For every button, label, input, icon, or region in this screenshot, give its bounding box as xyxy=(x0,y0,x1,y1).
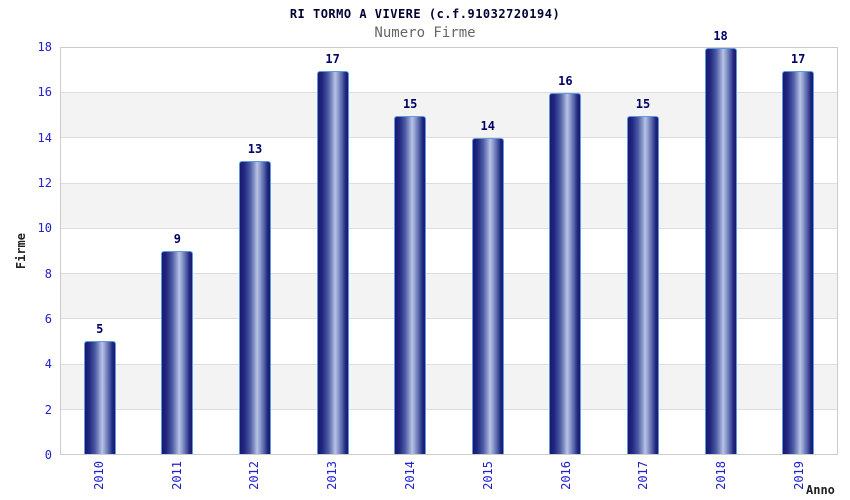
bar-slot: 14 xyxy=(449,48,527,454)
bar-value-label: 15 xyxy=(635,96,651,111)
x-label-slot: 2013 xyxy=(293,461,371,499)
bar-2016 xyxy=(549,93,582,454)
chart-title: RI TORMO A VIVERE (c.f.91032720194) xyxy=(289,7,561,21)
bar-2019 xyxy=(782,70,815,454)
x-label-slot: 2011 xyxy=(138,461,216,499)
bar-2017 xyxy=(626,115,659,454)
y-tick-label: 8 xyxy=(44,266,52,281)
y-tick-label: 18 xyxy=(37,40,52,54)
x-tick-label: 2013 xyxy=(325,461,340,490)
y-axis-ticks: 0 2 4 6 8 10 12 14 16 18 xyxy=(0,41,52,461)
bar-slot: 15 xyxy=(604,48,682,454)
bar-slot: 5 xyxy=(61,48,139,454)
bar-value-label: 17 xyxy=(325,51,340,66)
x-label-slot: 2018 xyxy=(682,461,760,499)
x-axis-title: Anno xyxy=(806,483,835,497)
bar-slot: 9 xyxy=(139,48,217,454)
y-tick-label: 4 xyxy=(44,357,52,372)
x-tick-label: 2016 xyxy=(558,461,573,490)
x-tick-label: 2012 xyxy=(247,461,262,490)
y-tick-label: 12 xyxy=(37,175,52,190)
y-tick-label: 14 xyxy=(37,130,52,145)
y-tick-label: 10 xyxy=(37,221,52,236)
bar-2014 xyxy=(394,115,427,454)
y-tick-label: 2 xyxy=(44,402,52,417)
y-tick-label: 0 xyxy=(44,448,52,462)
bar-slot: 17 xyxy=(759,48,837,454)
x-tick-label: 2011 xyxy=(169,461,184,490)
x-label-slot: 2012 xyxy=(216,461,294,499)
x-tick-label: 2014 xyxy=(403,461,418,490)
bar-slot: 15 xyxy=(371,48,449,454)
y-tick-label: 16 xyxy=(37,85,52,100)
bar-value-label: 17 xyxy=(790,51,806,66)
x-label-slot: 2016 xyxy=(527,461,605,499)
bar-2011 xyxy=(161,251,194,454)
x-axis-labels: 2010 2011 2012 2013 2014 2015 2016 2017 2018 2019 xyxy=(60,461,838,499)
chart-subtitle: Numero Firme xyxy=(374,25,476,41)
x-label-slot: 2010 xyxy=(60,461,138,499)
y-tick-label: 6 xyxy=(44,311,52,326)
bar-2012 xyxy=(238,160,271,454)
bar-2010 xyxy=(83,341,116,454)
bar-value-label: 16 xyxy=(558,74,573,89)
x-label-slot: 2014 xyxy=(371,461,449,499)
x-tick-label: 2019 xyxy=(792,461,807,490)
x-label-slot: 2017 xyxy=(605,461,683,499)
x-tick-label: 2010 xyxy=(91,461,106,490)
bars-container: 5 9 13 17 15 14 16 15 18 17 xyxy=(61,29,837,454)
bar-value-label: 5 xyxy=(96,322,104,337)
bar-2015 xyxy=(471,138,504,454)
x-tick-label: 2015 xyxy=(480,461,495,490)
bar-value-label: 15 xyxy=(402,96,418,111)
x-label-slot: 2015 xyxy=(449,461,527,499)
x-tick-label: 2018 xyxy=(714,461,729,490)
bar-value-label: 9 xyxy=(173,232,181,246)
bar-value-label: 14 xyxy=(480,119,495,134)
bar-2013 xyxy=(316,70,349,454)
bar-2018 xyxy=(704,48,737,454)
x-tick-label: 2017 xyxy=(636,461,651,490)
bar-slot: 13 xyxy=(216,48,294,454)
bar-slot: 18 xyxy=(682,29,760,454)
bar-value-label: 13 xyxy=(247,141,263,156)
bar-value-label: 18 xyxy=(713,29,728,43)
plot-area: 5 9 13 17 15 14 16 15 18 17 xyxy=(60,29,838,455)
bar-slot: 16 xyxy=(527,48,605,454)
bar-slot: 17 xyxy=(294,48,372,454)
